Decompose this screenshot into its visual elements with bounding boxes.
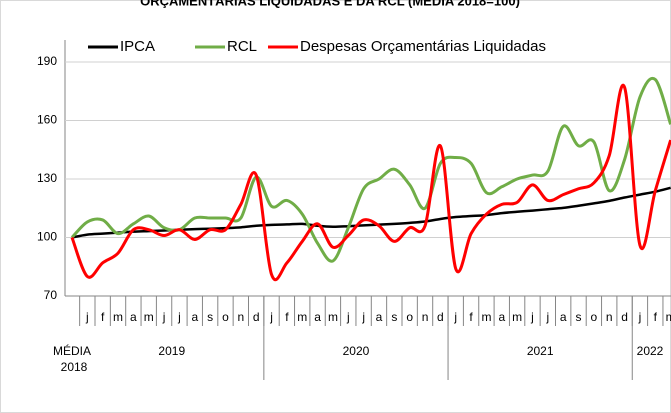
y-tick-label: 70 [44,288,58,302]
x-tick-label: f [654,310,658,324]
x-tick-label: d [253,310,260,324]
legend-label: RCL [227,38,257,55]
series-line [70,83,671,282]
x-tick-label: j [269,310,273,324]
x-tick-label: s [576,310,582,324]
year-label: 2021 [527,344,554,358]
x-tick-label: f [285,310,289,324]
x-tick-label: s [391,310,397,324]
x-tick-label: d [437,310,444,324]
x-tick-label: a [560,310,567,324]
x-tick-label: o [222,310,229,324]
x-tick-label: a [314,310,321,324]
y-tick-label: 160 [37,113,57,127]
x-tick-label: o [591,310,598,324]
x-tick-label: a [191,310,198,324]
x-tick-label: n [238,310,245,324]
x-tick-label: MÉDIA 2018 [53,343,91,374]
x-tick-label: f [101,310,105,324]
x-tick-label: m [481,310,491,324]
x-tick-label: j [177,310,181,324]
x-tick-label: d [621,310,628,324]
y-tick-label: 100 [37,230,57,244]
x-tick-label: j [361,310,365,324]
x-tick-label: s [207,310,213,324]
y-tick-label: 190 [37,54,57,68]
series-line [70,76,671,263]
x-tick-label: j [453,310,457,324]
x-tick-label: a [130,310,137,324]
year-label: 2020 [343,344,370,358]
x-tick-label: f [469,310,473,324]
y-tick-label: 130 [37,171,57,185]
x-tick-label: m [512,310,522,324]
x-tick-label: m [113,310,123,324]
x-tick-label: j [346,310,350,324]
plot [70,76,671,282]
legend-label: IPCA [120,38,155,55]
legend-label: Despesas Orçamentárias Liquidadas [300,38,546,55]
x-tick-label: o [406,310,413,324]
x-tick-label: j [638,310,642,324]
x-tick-label: j [546,310,550,324]
x-tick-label: m [328,310,338,324]
x-tick-label: j [85,310,89,324]
x-tick-label: m [297,310,307,324]
year-label: 2022 [637,344,664,358]
x-tick-label: j [162,310,166,324]
x-tick-label: j [530,310,534,324]
x-tick-label: m [144,310,154,324]
x-tick-label: m [666,310,671,324]
x-tick-label: a [498,310,505,324]
chart-title: ORÇAMENTÁRIAS LIQUIDADAS E DA RCL (MÉDIA… [140,0,520,8]
x-tick-label: n [422,310,429,324]
year-label: 2019 [158,344,185,358]
x-tick-label: a [376,310,383,324]
x-tick-label: n [606,310,613,324]
